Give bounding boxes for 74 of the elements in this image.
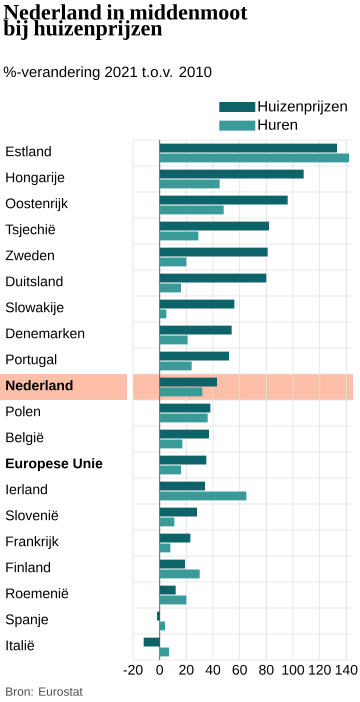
bar [160, 414, 208, 422]
y-tick-label: Estland [6, 146, 51, 156]
bar [160, 180, 220, 188]
bar [160, 570, 200, 578]
bar [160, 482, 205, 490]
y-tick-label: Ierland [6, 484, 47, 494]
y-tick-label: Roemenië [6, 588, 68, 598]
text: Bron: Eurostat [6, 687, 83, 696]
y-tick-label: Tsjechië [6, 224, 55, 238]
bar [160, 336, 188, 344]
bar [160, 258, 186, 266]
y-tick-label: Hongarije [6, 172, 64, 186]
bar [160, 508, 197, 516]
bar [160, 404, 210, 412]
chart-title: Nederland in middenmoot bij huizenprijzen [3, 4, 248, 40]
bar [160, 492, 246, 500]
bar [160, 248, 268, 256]
bar [160, 284, 181, 292]
bar [160, 544, 170, 552]
bar [160, 430, 209, 438]
y-tick-label: Slovenië [6, 510, 58, 520]
bar [160, 440, 182, 448]
x-tick-label: 80 [259, 664, 274, 675]
bar [160, 144, 338, 152]
y-tick-label: Europese Unie [6, 458, 102, 472]
x-tick-label: 140 [336, 664, 358, 675]
bar [160, 352, 230, 360]
bar [160, 326, 232, 334]
y-tick-label: Italië [6, 640, 34, 650]
bar [160, 596, 186, 604]
y-tick-label: Frankrijk [6, 536, 59, 550]
y-tick-label: Nederland [6, 380, 72, 390]
y-tick-label: Finland [6, 562, 50, 572]
bar [160, 586, 176, 594]
y-tick-label: Duitsland [6, 276, 62, 286]
y-tick-label: Zweden [6, 250, 54, 260]
y-tick-label: Spanje [6, 614, 48, 628]
bar [160, 388, 202, 396]
x-tick-label: 40 [206, 664, 220, 675]
x-tick-label: 120 [309, 664, 331, 675]
y-tick-label: België [6, 432, 44, 446]
bar [160, 534, 190, 542]
x-tick-label: 100 [282, 664, 304, 675]
y-tick-label: Portugal [6, 354, 56, 368]
bar [160, 196, 288, 204]
bar [160, 300, 234, 308]
bar [144, 638, 160, 646]
bar [160, 622, 165, 630]
y-tick-label: Polen [6, 406, 40, 416]
bar [160, 518, 174, 526]
bar [160, 206, 224, 214]
bar [160, 154, 350, 162]
chart-subtitle: %-verandering 2021 t.o.v. 2010 [4, 66, 212, 80]
bar [160, 648, 169, 656]
bar [160, 310, 166, 318]
x-tick-label: 0 [156, 664, 164, 675]
x-tick-label: 20 [179, 664, 194, 675]
bar [160, 274, 266, 282]
x-tick-label: -20 [124, 664, 143, 675]
bar [160, 466, 181, 474]
y-tick-label: Oostenrijk [6, 198, 68, 212]
bar [160, 362, 192, 370]
bar [160, 378, 218, 386]
y-tick-label: Denemarken [6, 328, 84, 338]
bar [160, 232, 198, 240]
y-tick-label: Slowakije [6, 302, 64, 316]
bar [160, 170, 304, 178]
bar [157, 612, 160, 620]
bar [160, 456, 206, 464]
x-tick-label: 60 [232, 664, 247, 675]
legend-label: Huizenprijzen [258, 100, 347, 114]
legend-label: Huren [258, 119, 298, 130]
bar [160, 222, 270, 230]
bar [160, 560, 185, 568]
